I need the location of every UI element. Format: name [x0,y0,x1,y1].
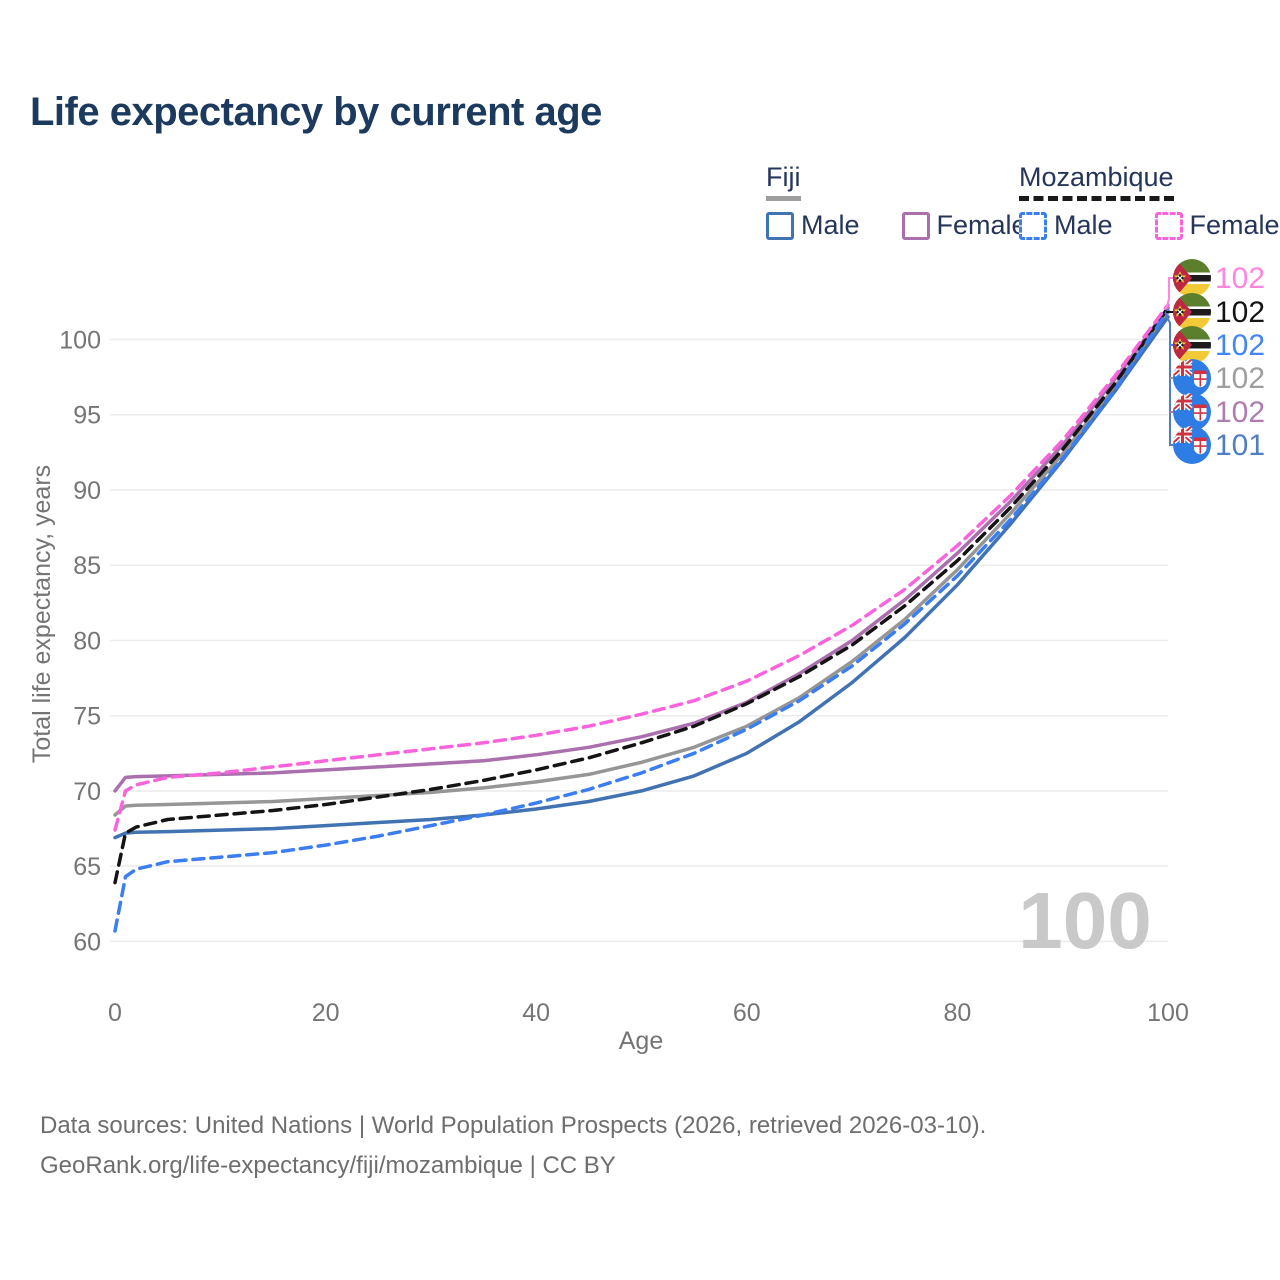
end-label-row: 101 [1173,425,1265,464]
footer-attribution: GeoRank.org/life-expectancy/fiji/mozambi… [40,1152,616,1179]
end-value-labels: 102 102 102 102 102 101 [1173,256,1265,464]
end-label-row: 102 [1173,323,1265,367]
leader-mozambique-female [1165,277,1173,310]
legend-mozambique-male-swatch[interactable] [1019,211,1047,240]
y-tick-label: 60 [73,928,101,956]
y-tick-label: 95 [73,402,101,430]
footer: Data sources: United Nations | World Pop… [40,1106,986,1186]
x-tick-label: 100 [1147,999,1189,1027]
y-tick-label: 65 [73,853,101,881]
y-axis-title: Total life expectancy, years [28,465,56,763]
end-label-row: 102 [1173,358,1265,397]
x-axis-title: Age [619,1027,663,1055]
age-counter-watermark: 100 [1018,876,1151,965]
legend-mozambique-title[interactable]: Mozambique [1019,162,1174,201]
legend-mozambique-female-swatch[interactable] [1154,211,1183,240]
series-line-mozambique-male[interactable] [113,309,1170,933]
fiji-flag-icon [1173,358,1211,397]
y-tick-label: 80 [73,627,101,655]
gridlines [110,338,1168,943]
x-tick-label: 40 [522,999,550,1027]
fiji-flag-icon [1173,425,1211,464]
series-line-fiji-male[interactable] [113,315,1170,840]
x-axis-tick-labels: 0 20 40 60 80 100 [108,999,1189,1027]
end-label-row: 102 [1173,392,1265,431]
series-line-mozambique-total[interactable] [113,306,1170,885]
end-value-fiji-male: 101 [1215,429,1265,462]
y-tick-label: 75 [73,703,101,731]
fiji-flag-icon [1173,392,1211,431]
legend-fiji-male-label[interactable]: Male [801,210,860,240]
x-tick-label: 0 [108,999,122,1027]
x-tick-label: 20 [312,999,340,1027]
page-title: Life expectancy by current age [30,90,602,134]
footer-data-sources: Data sources: United Nations | World Pop… [40,1112,987,1139]
end-value-mozambique-male: 102 [1215,329,1265,362]
end-label-row: 102 [1173,290,1265,334]
series-line-fiji-female[interactable] [113,306,1170,793]
y-tick-label: 90 [73,477,101,505]
y-tick-label: 85 [73,552,101,580]
end-label-leader-lines [1165,277,1173,446]
legend-fiji: Fiji Male Female [766,162,1069,241]
legend-mozambique-male-label[interactable]: Male [1054,210,1113,240]
end-label-row: 102 [1173,256,1265,300]
legend-mozambique-female-label[interactable]: Female [1189,210,1280,240]
legend-mozambique: Mozambique Male Female [1019,162,1280,241]
x-tick-label: 60 [733,999,761,1027]
end-value-fiji-total: 102 [1215,362,1265,395]
legend-fiji-female-swatch[interactable] [901,211,930,240]
legend-fiji-female-label[interactable]: Female [936,210,1027,240]
end-value-fiji-female: 102 [1215,396,1265,429]
legend-fiji-male-swatch[interactable] [766,211,794,240]
end-value-mozambique-female: 102 [1215,262,1265,295]
end-value-mozambique-total: 102 [1215,296,1265,329]
y-axis-tick-labels: 60 65 70 75 80 85 90 95 100 [59,327,101,957]
legend-fiji-title[interactable]: Fiji [766,162,801,201]
y-tick-label: 100 [59,327,101,355]
x-tick-label: 80 [943,999,971,1027]
leader-fiji-male [1165,314,1173,446]
series-line-mozambique-female[interactable] [113,303,1170,832]
series-line-fiji-total[interactable] [113,310,1170,817]
y-tick-label: 70 [73,778,101,806]
